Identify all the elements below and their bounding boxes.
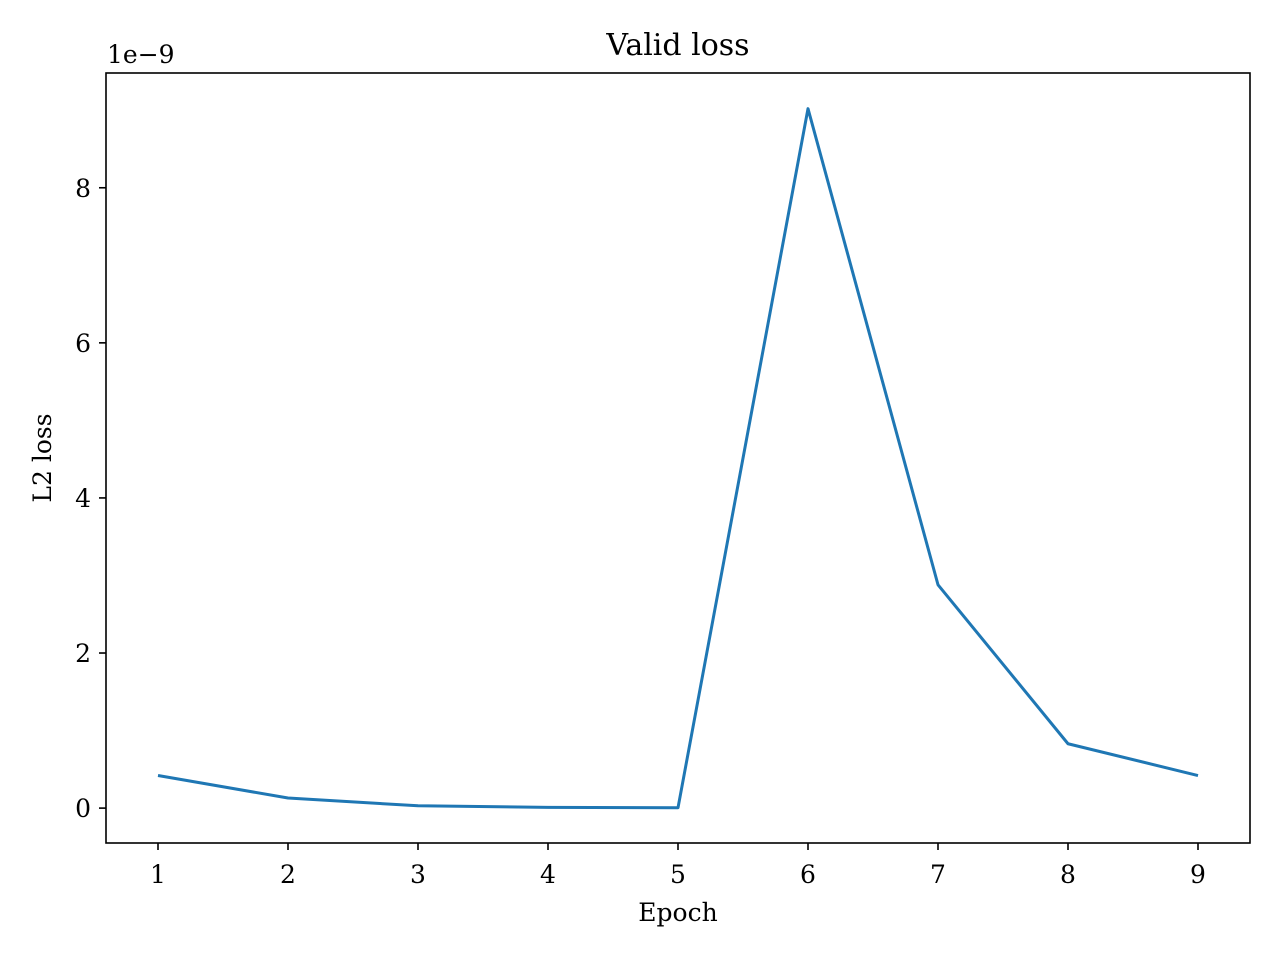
y-tick-label: 0 xyxy=(75,794,91,823)
x-tick-label: 9 xyxy=(1190,860,1206,889)
x-tick-label: 8 xyxy=(1060,860,1076,889)
y-axis-label: L2 loss xyxy=(28,413,57,502)
x-tick-label: 1 xyxy=(150,860,166,889)
x-tick-label: 5 xyxy=(670,860,686,889)
y-tick-label: 4 xyxy=(75,484,91,513)
x-tick-label: 6 xyxy=(800,860,816,889)
x-tick-label: 2 xyxy=(280,860,296,889)
x-tick-label: 3 xyxy=(410,860,426,889)
series-layer xyxy=(157,107,1199,810)
series-line-0 xyxy=(157,107,1199,810)
y-tick-label: 2 xyxy=(75,639,91,668)
y-tick-label: 8 xyxy=(75,174,91,203)
x-axis-ticks: 1 2 3 4 5 6 7 8 9 xyxy=(150,843,1206,889)
y-tick-label: 6 xyxy=(75,329,91,358)
chart-title: Valid loss xyxy=(605,28,749,63)
y-axis-ticks: 0 2 4 6 8 xyxy=(75,174,106,823)
y-axis-offset-label: 1e−9 xyxy=(107,40,175,69)
x-tick-label: 4 xyxy=(540,860,556,889)
x-axis-label: Epoch xyxy=(638,898,717,927)
plot-area-frame xyxy=(105,72,1251,844)
x-tick-label: 7 xyxy=(930,860,946,889)
